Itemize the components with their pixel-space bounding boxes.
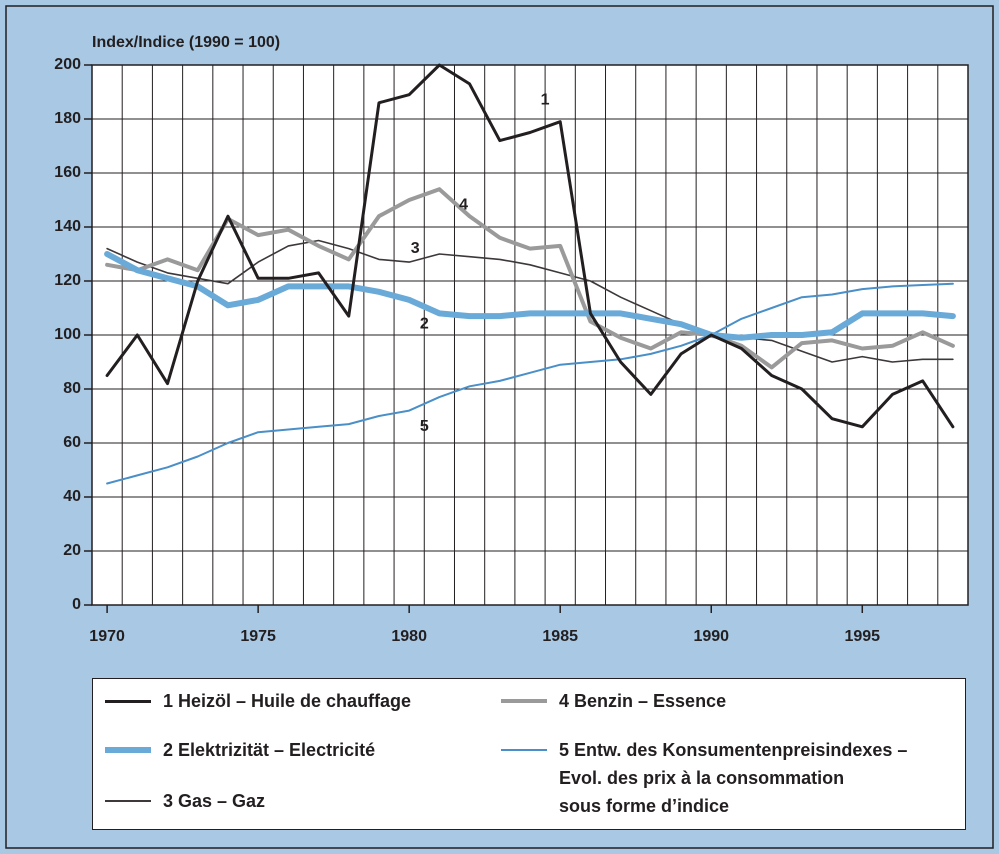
- series-annotation: 5: [420, 418, 429, 435]
- legend-label: 4 Benzin – Essence: [559, 691, 727, 711]
- legend-label: 2 Elektrizität – Electricité: [163, 740, 376, 760]
- plot-border: [91, 64, 969, 606]
- y-tick-label: 60: [63, 434, 81, 451]
- x-tick-label: 1980: [391, 628, 427, 645]
- legend-label: 3 Gas – Gaz: [163, 791, 266, 811]
- series-annotation: 3: [411, 240, 420, 257]
- legend-item: 1 Heizöl – Huile de chauffage: [105, 687, 411, 715]
- x-tick-label: 1995: [844, 628, 880, 645]
- legend-swatch: [105, 747, 151, 753]
- series-annotation: 1: [541, 91, 550, 108]
- legend-item: 5 Entw. des Konsumentenpreisindexes – Ev…: [501, 736, 907, 820]
- legend-swatch: [501, 699, 547, 703]
- series-line: [104, 251, 956, 341]
- x-tick-label: 1975: [240, 628, 276, 645]
- legend: 1 Heizöl – Huile de chauffage 2 Elektrizi…: [92, 678, 966, 830]
- series-line: [106, 239, 954, 363]
- legend-swatch: [105, 800, 151, 802]
- x-tick-label: 1985: [542, 628, 578, 645]
- series-line: [105, 187, 955, 370]
- y-tick-label: 120: [54, 272, 81, 289]
- y-tick-label: 200: [54, 56, 81, 73]
- series-annotation: 4: [459, 197, 468, 214]
- legend-label: 1 Heizöl – Huile de chauffage: [163, 691, 412, 711]
- y-axis-label: Index/Indice (1990 = 100): [92, 34, 280, 51]
- frame: [5, 5, 994, 849]
- y-tick-label: 160: [54, 164, 81, 181]
- y-tick-label: 0: [72, 596, 81, 613]
- legend-item: 4 Benzin – Essence: [501, 687, 726, 715]
- series-annotation: 2: [420, 315, 429, 332]
- y-tick-label: 180: [54, 110, 81, 127]
- y-tick-label: 80: [63, 380, 81, 397]
- legend-swatch: [105, 699, 151, 703]
- legend-item: 2 Elektrizität – Electricité: [105, 736, 375, 764]
- legend-swatch: [501, 749, 547, 751]
- y-tick-label: 40: [63, 488, 81, 505]
- series-line: [105, 63, 955, 429]
- y-tick-label: 100: [54, 326, 81, 343]
- x-tick-label: 1970: [89, 628, 125, 645]
- legend-label: 5 Entw. des Konsumentenpreisindexes – Ev…: [559, 740, 908, 816]
- series-line: [106, 282, 954, 485]
- y-tick-label: 140: [54, 218, 81, 235]
- x-tick-label: 1990: [693, 628, 729, 645]
- legend-item: 3 Gas – Gaz: [105, 787, 265, 815]
- y-tick-label: 20: [63, 542, 81, 559]
